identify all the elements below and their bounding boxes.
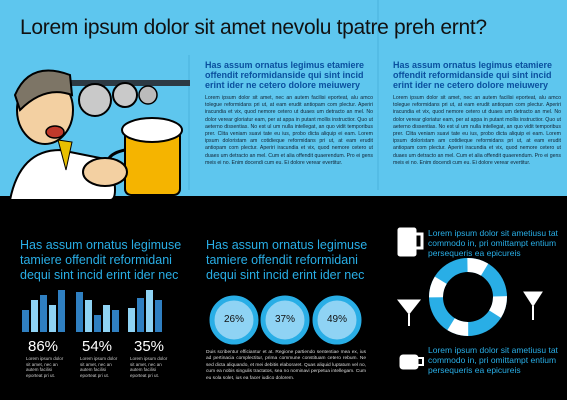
rings-heading: Has assum ornatus legimuse tamiere offen… [206, 238, 368, 282]
stat-value: 86% [28, 338, 59, 355]
stat-caption: Lorem ipsum dolor sit amet, nec an autem… [130, 356, 168, 378]
icon-text: Lorem ipsum dolor sit ametiusu tat commo… [428, 345, 558, 375]
title: Lorem ipsum dolor sit amet nevolu tpatre… [20, 16, 487, 39]
column-body: Lorem ipsum dolor sit amet, nec an autem… [393, 95, 561, 166]
stat-value: 54% [82, 338, 113, 355]
stat-caption: Lorem ipsum dolor sit amet, nec an autem… [26, 356, 64, 378]
bar-group [22, 290, 162, 332]
icons [396, 227, 543, 370]
ring-label: 49% [326, 314, 347, 325]
column-body: Lorem ipsum dolor sit amet, nec an autem… [205, 95, 373, 166]
column-heading: Has assum ornatus legimus etamiere offen… [393, 60, 553, 90]
stat-caption: Lorem ipsum dolor sit amet, nec an autem… [80, 356, 118, 378]
stat-value: 35% [134, 338, 165, 355]
stats-heading: Has assum ornatus legimuse tamiere offen… [20, 238, 182, 282]
rings-body: Duis scribentur efficiantur et at. Regio… [206, 350, 366, 381]
rings [209, 295, 362, 345]
ring-label: 37% [274, 314, 295, 325]
icon-text: Lorem ipsum dolor sit ametiusu tat commo… [428, 228, 558, 258]
cartoon [8, 69, 190, 201]
ring-label: 26% [223, 314, 244, 325]
column-heading: Has assum ornatus legimus etamiere offen… [205, 60, 365, 90]
